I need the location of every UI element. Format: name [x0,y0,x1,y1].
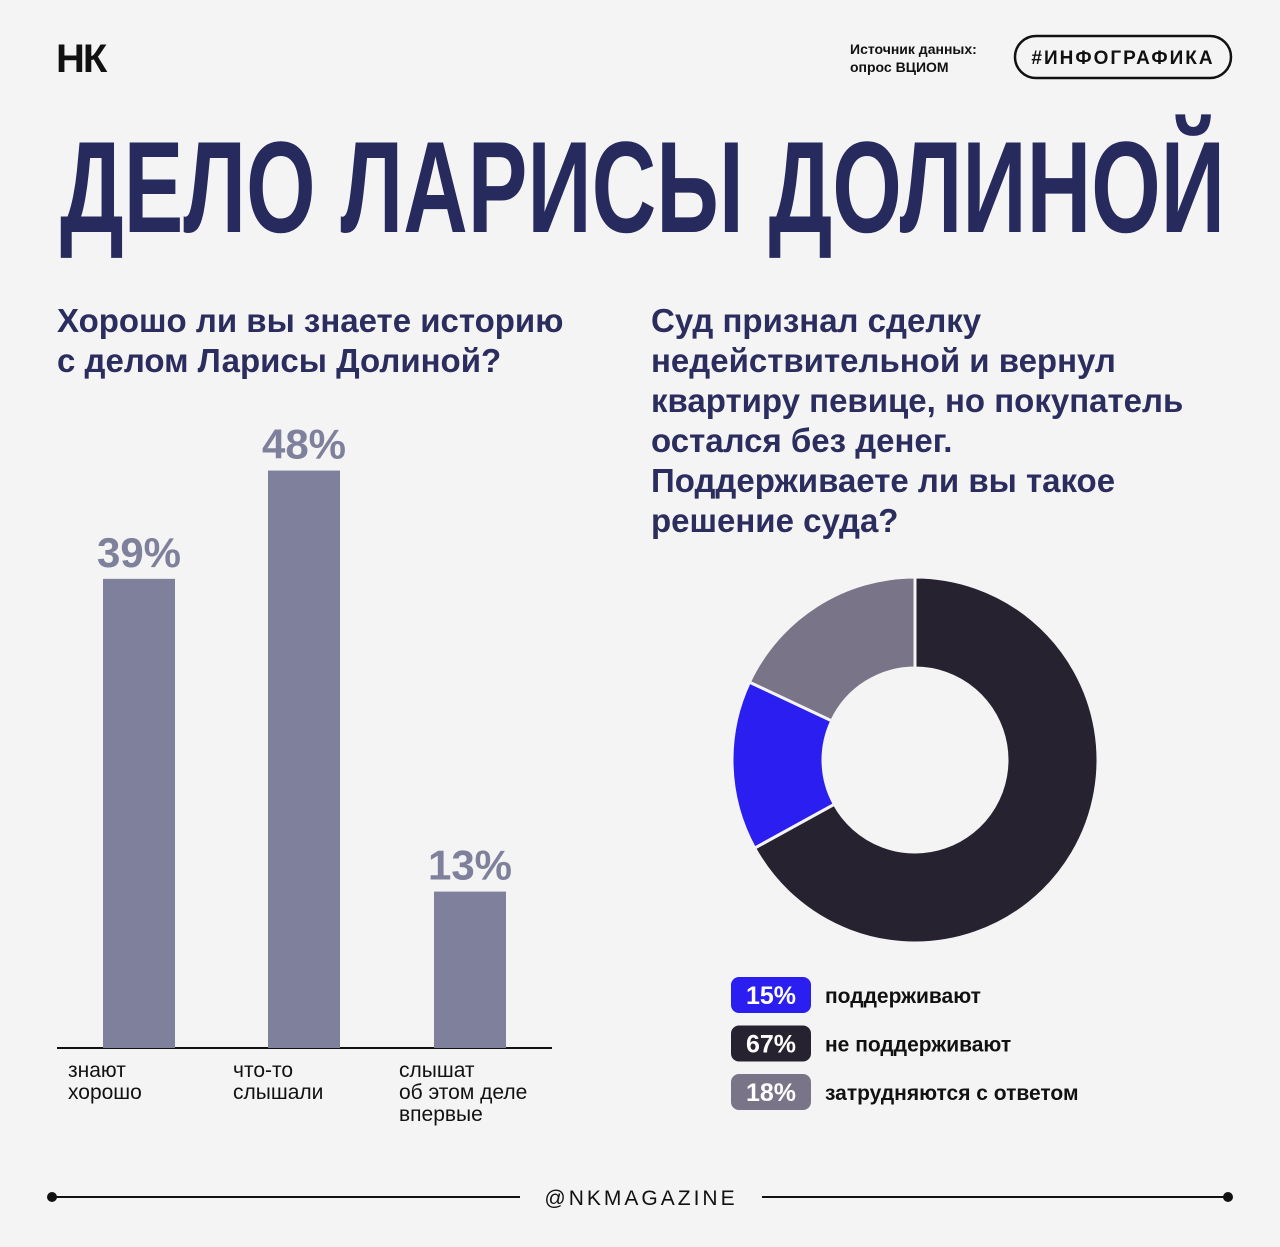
donut-segment [730,680,837,851]
category-label: что-то слышали [233,1059,324,1104]
bar-question: Хорошо ли вы знаете историю с делом Лари… [57,302,564,379]
donut-segment [747,575,917,723]
footer-handle: @NKMAGAZINE [544,1187,737,1210]
legend-value: 15% [746,982,796,1010]
donut-segment [752,575,1100,945]
bar [103,578,175,1048]
legend-label: не поддерживают [825,1034,1011,1057]
legend-swatch [731,1074,811,1110]
legend-value: 18% [746,1079,796,1107]
main-title: ДЕЛО ЛАРИСЫ ДОЛИНОЙ [60,114,1225,260]
logo: НК [56,37,108,81]
bar [268,470,340,1048]
value-label: 13% [428,842,512,889]
pie-question: Суд признал сделку недействительной и ве… [651,302,1184,539]
source: Источник данных: опрос ВЦИОМ [850,41,977,75]
legend-label: поддерживают [825,985,981,1008]
legend-value: 67% [746,1031,796,1059]
footer-dot [47,1192,57,1202]
bar [434,891,506,1048]
legend-swatch [731,977,811,1013]
value-label: 39% [97,529,181,576]
tag-pill [1013,34,1233,80]
category-label: знают хорошо [68,1059,142,1104]
legend-swatch [731,1025,811,1062]
legend-label: затрудняются с ответом [825,1082,1079,1105]
value-label: 48% [262,421,346,468]
footer-dot [1223,1192,1233,1202]
category-label: слышат об этом деле впервые [399,1059,528,1126]
tag: #ИНФОГРАФИКА [1031,48,1214,69]
